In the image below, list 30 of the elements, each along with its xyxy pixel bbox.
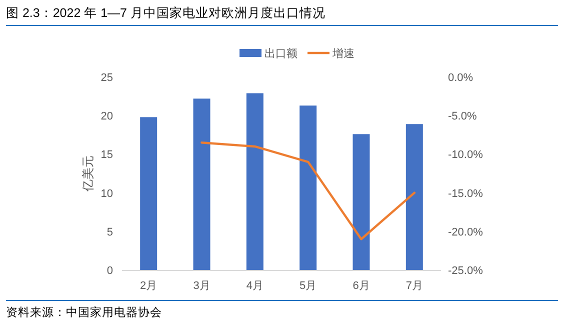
bar xyxy=(140,117,158,270)
x-tick-label: 6月 xyxy=(352,280,370,292)
x-tick-label: 5月 xyxy=(300,280,317,292)
y2-tick-label: -25.0% xyxy=(448,265,484,277)
text: 资料来源：中国家用电器协会 xyxy=(6,305,162,319)
y-axis-title: 亿美元 xyxy=(81,156,95,192)
x-tick-label: 3月 xyxy=(193,280,210,292)
bar xyxy=(352,134,370,270)
legend-label: 出口额 xyxy=(264,47,298,60)
y2-tick-label: -15.0% xyxy=(448,188,484,200)
y-tick-label: 5 xyxy=(106,226,113,238)
x-tick-label: 2月 xyxy=(140,280,158,292)
bar xyxy=(300,106,317,270)
y-tick-label: 25 xyxy=(100,72,113,84)
y-tick-label: 15 xyxy=(100,149,113,162)
y-tick-label: 10 xyxy=(100,188,113,200)
x-tick-label: 7月 xyxy=(406,280,423,292)
x-tick-label: 4月 xyxy=(246,280,264,292)
line-series xyxy=(200,141,416,240)
title: 图 2.3：2022 年 1—7 月中国家电业对欧洲月度出口情况 xyxy=(6,6,326,20)
y2-tick-label: -20.0% xyxy=(448,226,484,238)
y2-tick-label: -10.0% xyxy=(448,149,484,162)
bar xyxy=(246,93,264,270)
bar xyxy=(406,124,423,270)
legend-label: 增速 xyxy=(332,47,354,60)
y-tick-label: 0 xyxy=(106,265,113,277)
y-tick-label: 20 xyxy=(100,110,113,123)
y2-tick-label: -5.0% xyxy=(448,110,477,123)
y2-tick-label: 0.0% xyxy=(448,72,474,84)
bar xyxy=(193,98,210,270)
